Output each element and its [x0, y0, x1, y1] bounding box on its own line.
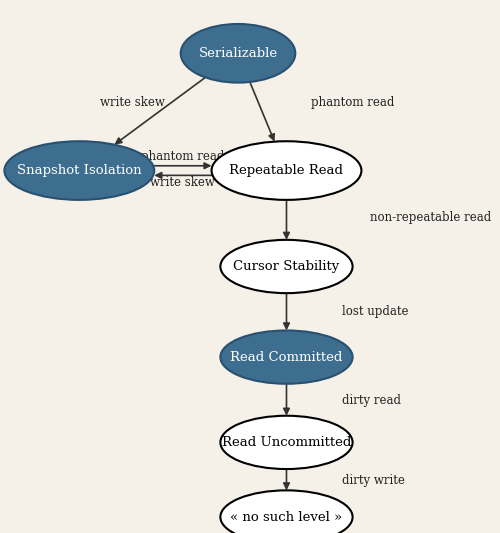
Ellipse shape — [220, 240, 352, 293]
Ellipse shape — [212, 141, 362, 200]
Text: lost update: lost update — [342, 305, 408, 318]
Text: Repeatable Read: Repeatable Read — [230, 164, 344, 177]
Text: non-repeatable read: non-repeatable read — [370, 212, 492, 224]
Text: Snapshot Isolation: Snapshot Isolation — [17, 164, 142, 177]
Text: Serializable: Serializable — [198, 47, 278, 60]
Ellipse shape — [4, 141, 154, 200]
Text: dirty write: dirty write — [342, 474, 404, 487]
Text: dirty read: dirty read — [342, 394, 400, 407]
Text: Read Committed: Read Committed — [230, 351, 342, 364]
Text: write skew: write skew — [100, 96, 164, 109]
Ellipse shape — [220, 490, 352, 533]
Text: « no such level »: « no such level » — [230, 511, 342, 523]
Ellipse shape — [220, 416, 352, 469]
Text: Read Uncommitted: Read Uncommitted — [222, 436, 351, 449]
Text: Cursor Stability: Cursor Stability — [234, 260, 340, 273]
Ellipse shape — [180, 24, 296, 83]
Text: phantom read: phantom read — [141, 150, 224, 163]
Ellipse shape — [220, 330, 352, 384]
Text: phantom read: phantom read — [310, 96, 394, 109]
Text: write skew: write skew — [150, 176, 216, 189]
